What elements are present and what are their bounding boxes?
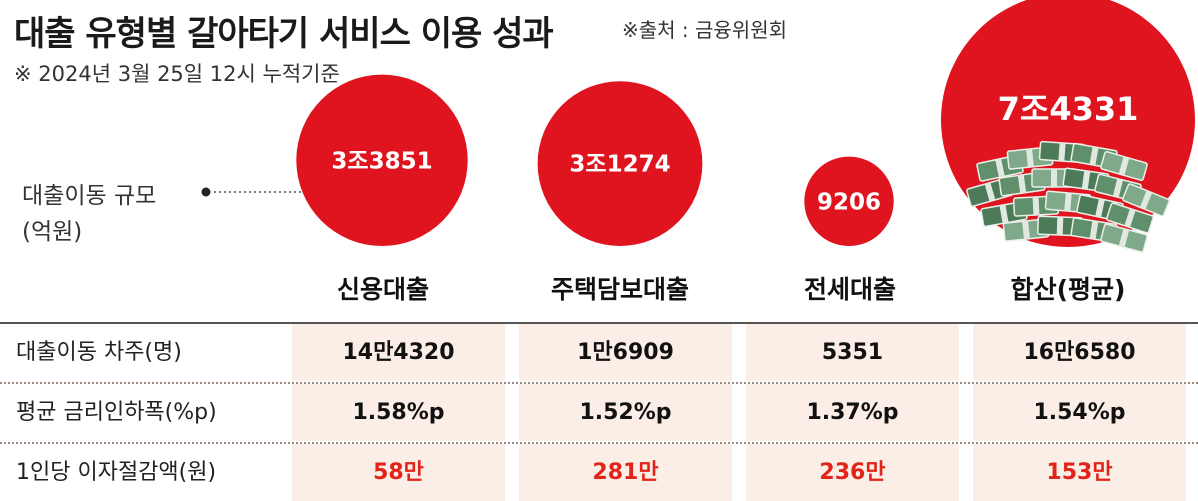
category-label-credit: 신용대출 — [336, 275, 429, 304]
table-cell: 1.54%p — [973, 384, 1186, 441]
table-row: 1인당 이자절감액(원) 58만 281만 236만 153만 — [0, 444, 1198, 501]
table-cell-highlight: 281만 — [519, 444, 732, 501]
table-cell: 16만6580 — [973, 324, 1186, 381]
table-cell-highlight: 153만 — [973, 444, 1186, 501]
chart-subtitle: ※ 2024년 3월 25일 12시 누적기준 — [14, 62, 340, 86]
banknote-bundle — [1100, 151, 1148, 181]
bubble-label-mortgage: 3조1274 — [569, 152, 670, 178]
table-row: 대출이동 차주(명) 14만4320 1만6909 5351 16만6580 — [0, 324, 1198, 381]
row-label-interest-saving: 1인당 이자절감액(원) — [16, 460, 217, 485]
banknote-bundle — [1106, 202, 1154, 234]
table-cell-highlight: 58만 — [292, 444, 505, 501]
table-row: 평균 금리인하폭(%p) 1.58%p 1.52%p 1.37%p 1.54%p — [0, 384, 1198, 441]
category-label-mortgage: 주택담보대출 — [550, 275, 689, 304]
bubble-mortgage — [537, 81, 703, 247]
table-top-rule — [0, 322, 1198, 324]
row-label-borrowers: 대출이동 차주(명) — [16, 340, 182, 365]
row-label-rate-cut: 평균 금리인하폭(%p) — [16, 400, 217, 425]
row-divider — [0, 442, 1198, 444]
money-pile-illustration — [966, 140, 1170, 253]
bubble-label-credit: 3조3851 — [331, 148, 432, 174]
bubble-legend-line2: (억원) — [22, 219, 83, 245]
banknote-bundle — [1122, 183, 1170, 217]
category-label-total: 합산(평균) — [1010, 275, 1126, 304]
table-cell: 1.58%p — [292, 384, 505, 441]
table-cell: 1만6909 — [519, 324, 732, 381]
table-cell-highlight: 236만 — [746, 444, 959, 501]
table-cell: 5351 — [746, 324, 959, 381]
table-cell: 14만4320 — [292, 324, 505, 381]
category-label-jeonse: 전세대출 — [803, 275, 896, 304]
table-cell: 1.52%p — [519, 384, 732, 441]
bubble-label-total: 7조4331 — [998, 90, 1139, 128]
bubble-label-jeonse: 9206 — [817, 189, 881, 215]
row-divider — [0, 382, 1198, 384]
chart-title: 대출 유형별 갈아타기 서비스 이용 성과 — [14, 14, 554, 54]
legend-leader — [201, 187, 326, 197]
table-cell: 1.37%p — [746, 384, 959, 441]
source-note: ※출처 : 금융위원회 — [622, 18, 788, 42]
bubble-legend-line1: 대출이동 규모 — [22, 183, 157, 209]
bubble-legend-label: 대출이동 규모 (억원) — [22, 178, 156, 250]
bubble-credit — [296, 74, 468, 246]
bubble-chart: 3조3851 3조1274 9206 7조4331 — [201, 0, 1195, 253]
bubble-jeonse — [804, 156, 894, 246]
banknote-bundle — [1100, 223, 1148, 253]
